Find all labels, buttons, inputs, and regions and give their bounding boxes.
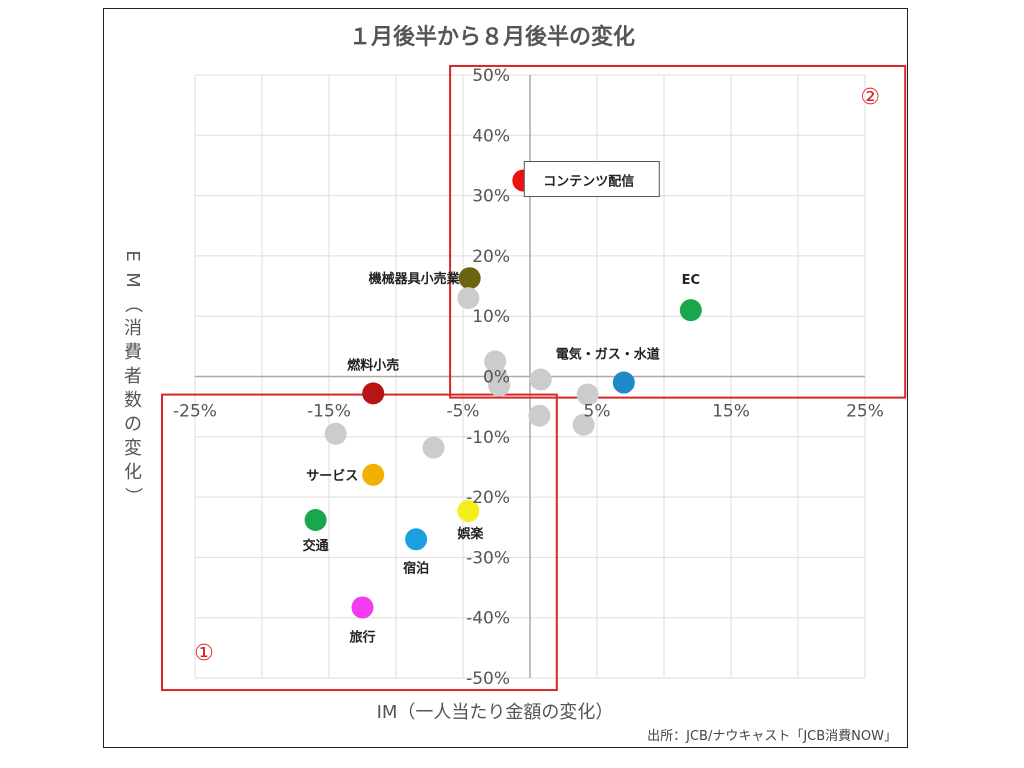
data-point-unlabeled	[576, 383, 599, 406]
x-tick-label: 25%	[846, 402, 884, 422]
point-label: EC	[682, 273, 700, 288]
y-axis-label-char: 変	[124, 438, 142, 459]
source-note: 出所：JCB/ナウキャスト「JCB消費NOW」	[647, 729, 897, 744]
x-tick-label: -5%	[446, 402, 479, 422]
y-axis-label-char: 消	[124, 318, 142, 339]
data-point-unlabeled	[457, 287, 480, 310]
data-point-電気・ガス・水道	[612, 371, 635, 394]
point-label: 旅行	[349, 629, 375, 645]
data-point-unlabeled	[529, 368, 552, 391]
y-tick-label: 40%	[472, 126, 510, 146]
point-label: 燃料小売	[347, 357, 399, 373]
point-label: サービス	[306, 468, 358, 484]
y-tick-label: 50%	[472, 66, 510, 86]
data-point-unlabeled	[324, 422, 347, 445]
y-tick-label: 30%	[472, 187, 510, 207]
data-point-unlabeled	[488, 374, 511, 397]
data-point-娯楽	[457, 499, 480, 522]
point-label: 娯楽	[457, 526, 484, 542]
y-tick-label: 0%	[483, 368, 510, 388]
y-tick-label: 10%	[472, 307, 510, 327]
data-point-unlabeled	[572, 413, 595, 436]
point-label: 宿泊	[403, 560, 429, 576]
point-label: 電気・ガス・水道	[556, 347, 660, 363]
y-tick-label: -10%	[466, 428, 510, 448]
x-axis-label: IM（一人当たり金額の変化）	[377, 702, 614, 723]
y-tick-label: -40%	[466, 609, 510, 629]
y-tick-label: -30%	[466, 548, 510, 568]
y-axis-label-char: 費	[124, 342, 142, 363]
y-axis-label-char: M	[122, 272, 143, 288]
point-label: 交通	[303, 538, 329, 554]
data-points	[304, 169, 702, 619]
y-tick-label: -20%	[466, 488, 510, 508]
callout-box	[523, 161, 660, 198]
data-point-燃料小売	[362, 382, 385, 405]
x-tick-label: 15%	[712, 402, 750, 422]
y-axis-label-char: E	[122, 250, 143, 261]
data-point-EC	[679, 299, 702, 322]
data-point-旅行	[351, 596, 374, 619]
zone-box-1	[161, 393, 558, 692]
tick-labels: -25% -15% -5% 5% 15% 25% 50% 40% 30% 20% 10% 0% -10%…	[173, 66, 884, 689]
x-tick-label: -15%	[307, 402, 351, 422]
zones: ①②	[161, 64, 907, 692]
data-point-交通	[304, 509, 327, 532]
y-axis-label-char: （	[122, 295, 143, 313]
data-point-サービス	[362, 463, 385, 486]
chart-title: １月後半から８月後半の変化	[349, 24, 635, 50]
y-axis-label-char: ）	[122, 487, 143, 505]
x-tick-label: -25%	[173, 402, 217, 422]
zone-number-2: ②	[860, 85, 880, 110]
y-axis-label-char: 化	[124, 462, 142, 483]
point-label: コンテンツ配信	[543, 174, 634, 190]
point-label: 機械器具小売業	[369, 271, 461, 287]
y-tick-label: 20%	[472, 247, 510, 267]
data-point-宿泊	[405, 528, 428, 551]
y-tick-label: -50%	[466, 669, 510, 689]
x-tick-label: 5%	[584, 402, 611, 422]
data-point-unlabeled	[528, 404, 551, 427]
data-point-unlabeled	[422, 436, 445, 459]
y-axis-label-char: の	[124, 414, 142, 435]
y-axis-label-char: 者	[124, 366, 142, 387]
zone-number-1: ①	[194, 641, 214, 666]
y-axis-label-char: 数	[124, 390, 142, 411]
zone-box-2	[449, 64, 907, 399]
data-point-機械器具小売業	[458, 267, 481, 290]
